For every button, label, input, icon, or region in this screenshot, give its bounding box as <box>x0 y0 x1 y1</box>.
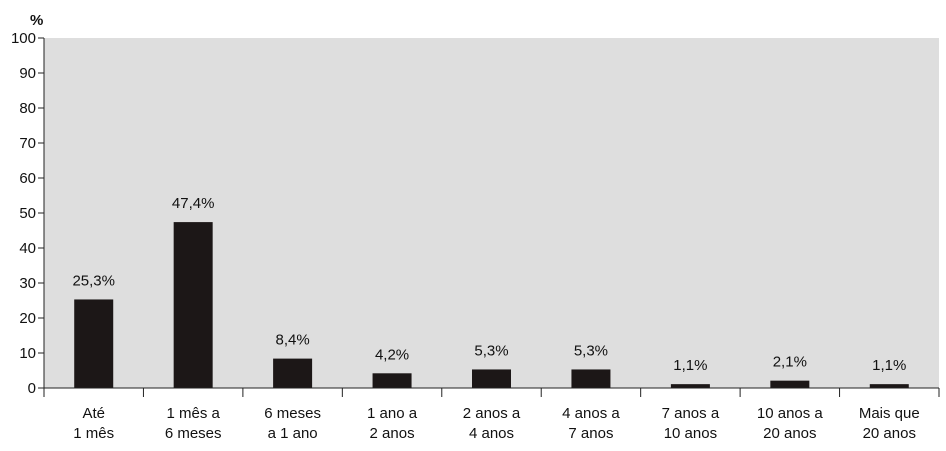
data-label: 2,1% <box>773 354 807 371</box>
data-label: 47,4% <box>172 195 215 212</box>
x-tick-label: 6 meses <box>165 425 222 442</box>
y-tick-label: 0 <box>28 380 36 397</box>
x-tick-label: 1 ano a <box>367 405 418 422</box>
axes-group: 0 10 20 30 40 50 60 70 80 90 100 Até 1 mês 1 mês a 6 m… <box>11 30 940 442</box>
bar <box>770 380 810 388</box>
bar <box>571 369 611 388</box>
y-tick-label: 10 <box>19 345 36 362</box>
y-tick-label: 20 <box>19 310 36 327</box>
x-tick-label: 7 anos a <box>662 405 720 422</box>
bar <box>472 369 511 388</box>
x-tick-label: Até <box>82 405 105 422</box>
y-tick-label: 40 <box>19 240 36 257</box>
x-tick-label: 1 mês a <box>166 405 220 422</box>
y-tick-label: 100 <box>11 30 36 47</box>
y-tick-label: 30 <box>19 275 36 292</box>
x-tick-label: 6 meses <box>264 405 321 422</box>
x-tick-label: 20 anos <box>863 425 916 442</box>
bar <box>869 384 909 388</box>
y-tick-label: 50 <box>19 205 36 222</box>
bar <box>173 222 213 388</box>
data-label: 5,3% <box>574 342 608 359</box>
x-tick-label: 4 anos a <box>562 405 620 422</box>
bars-group: 25,3% 47,4% 8,4% 4,2% 5,3% 5,3% 1,1% 2,1% 1,1% <box>72 195 909 388</box>
x-tick-label: a 1 ano <box>268 425 318 442</box>
data-label: 1,1% <box>673 357 707 374</box>
data-label: 8,4% <box>276 332 310 349</box>
x-tick-label: 7 anos <box>568 425 613 442</box>
y-tick-label: 90 <box>19 65 36 82</box>
bar <box>74 299 114 388</box>
data-label: 1,1% <box>872 357 906 374</box>
y-tick-label: 60 <box>19 170 36 187</box>
bar <box>670 384 710 388</box>
x-tick-label: 2 anos a <box>463 405 521 422</box>
x-tick-label: 10 anos a <box>757 405 824 422</box>
data-label: 25,3% <box>72 272 115 289</box>
x-tick-label: 10 anos <box>664 425 717 442</box>
y-axis-unit-label: % <box>30 12 43 29</box>
x-tick-label: Mais que <box>859 405 920 422</box>
x-tick-label: 1 mês <box>73 425 114 442</box>
bar <box>372 373 412 388</box>
data-label: 5,3% <box>474 342 508 359</box>
bar <box>273 358 313 388</box>
data-label: 4,2% <box>375 346 409 363</box>
x-tick-label: 2 anos <box>370 425 415 442</box>
y-tick-label: 80 <box>19 100 36 117</box>
x-tick-label: 4 anos <box>469 425 514 442</box>
y-tick-label: 70 <box>19 135 36 152</box>
x-tick-label: 20 anos <box>763 425 816 442</box>
